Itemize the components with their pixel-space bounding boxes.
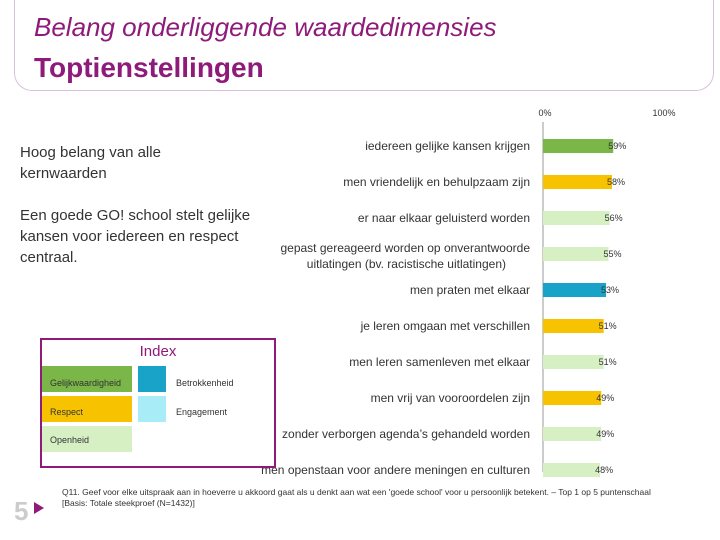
index-label: Gelijkwaardigheid bbox=[50, 378, 122, 388]
axis-tick-label: 100% bbox=[652, 108, 675, 118]
category-label: men openstaan voor andere meningen en cu… bbox=[261, 463, 530, 477]
category-label: men praten met elkaar bbox=[410, 283, 530, 297]
bar bbox=[543, 355, 604, 369]
data-label: 58% bbox=[607, 177, 625, 187]
category-label: men leren samenleven met elkaar bbox=[349, 355, 530, 369]
category-label: je leren omgaan met verschillen bbox=[360, 319, 530, 333]
index-label: Engagement bbox=[176, 407, 228, 417]
bar bbox=[543, 283, 607, 297]
page-number: 5 bbox=[14, 496, 29, 526]
index-swatch bbox=[42, 396, 132, 422]
category-label: uitlatingen (bv. racistische uitlatingen… bbox=[307, 257, 506, 271]
category-label: men vrij van vooroordelen zijn bbox=[371, 391, 530, 405]
side-text-1: Hoog belang van alle kernwaarden bbox=[20, 144, 161, 182]
category-label: er naar elkaar geluisterd worden bbox=[358, 211, 530, 225]
data-label: 51% bbox=[599, 321, 617, 331]
bar bbox=[543, 247, 609, 261]
index-legend: Index Gelijkwaardigheid Betrokkenheid Resp… bbox=[40, 338, 276, 468]
category-label: zonder verborgen agenda’s gehandeld word… bbox=[282, 427, 530, 441]
index-title: Index bbox=[139, 343, 177, 360]
index-label: Openheid bbox=[50, 435, 90, 445]
data-label: 49% bbox=[596, 393, 614, 403]
bar-chart: 0% 100% 59% iedereen gelijke kansen krijgen… bbox=[261, 108, 676, 477]
bar bbox=[543, 319, 604, 333]
data-label: 51% bbox=[599, 357, 617, 367]
bar bbox=[543, 391, 602, 405]
data-label: 53% bbox=[601, 285, 619, 295]
index-swatch bbox=[138, 396, 166, 422]
arrow-icon bbox=[34, 502, 44, 514]
bar bbox=[543, 427, 602, 441]
bar bbox=[543, 139, 614, 153]
category-label: iedereen gelijke kansen krijgen bbox=[365, 139, 530, 153]
axis-tick-label: 0% bbox=[538, 108, 551, 118]
header-frame bbox=[14, 0, 714, 91]
index-label: Respect bbox=[50, 407, 84, 417]
index-swatch bbox=[138, 366, 166, 392]
index-label: Betrokkenheid bbox=[176, 378, 234, 388]
bar bbox=[543, 175, 613, 189]
bar bbox=[543, 463, 601, 477]
page-subtitle: Toptienstellingen bbox=[34, 52, 264, 83]
footnote: Q11. Geef voor elke uitspraak aan in hoe… bbox=[62, 487, 651, 508]
bar bbox=[543, 211, 610, 225]
data-label: 59% bbox=[608, 141, 626, 151]
page-title: Belang onderliggende waardedimensies bbox=[34, 12, 497, 42]
data-label: 56% bbox=[605, 213, 623, 223]
side-text-2: Een goede GO! school stelt gelijke kanse… bbox=[20, 207, 251, 266]
category-label: men vriendelijk en behulpzaam zijn bbox=[343, 175, 530, 189]
category-label: gepast gereageerd worden op onverantwoor… bbox=[280, 241, 530, 255]
index-swatch bbox=[42, 366, 132, 392]
index-swatch bbox=[42, 426, 132, 452]
data-label: 49% bbox=[596, 429, 614, 439]
data-label: 48% bbox=[595, 465, 613, 475]
data-label: 55% bbox=[603, 249, 621, 259]
